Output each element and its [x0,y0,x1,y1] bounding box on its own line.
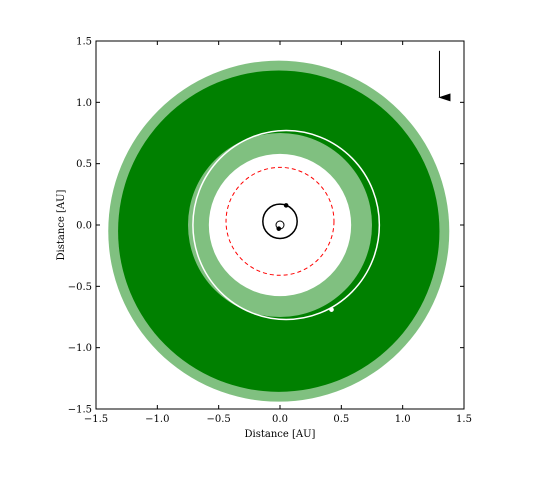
x-tick-label-2: −0.5 [207,414,231,425]
x-tick-label-5: 1.0 [395,414,411,425]
y-tick-label-1: −1.0 [68,343,92,354]
y-tick-label-4: 0.5 [76,159,92,170]
y-tick-label-0: −1.5 [68,405,92,416]
zones-layer [108,60,450,402]
x-tick-label-3: 0.0 [272,414,288,425]
y-tick-label-6: 1.5 [76,37,92,48]
orbit-0 [192,129,381,321]
ticks-layer: −1.5 −1.0 −0.5 0.0 0.5 1.0 1.5 −1.5 −1.0 −0.5 0.0 0… [68,37,472,426]
orbit-2 [262,203,298,240]
x-tick-label-4: 0.5 [333,414,349,425]
planet-point-1 [329,307,334,312]
planet-point-2 [283,203,289,208]
orbit-1 [225,166,335,276]
planet-point-3 [276,226,282,231]
x-tick-label-6: 1.5 [456,414,472,425]
y-axis-title: Distance [AU] [56,189,67,260]
x-tick-label-0: −1.5 [84,414,108,425]
y-tick-label-2: −0.5 [68,282,92,293]
x-axis-title: Distance [AU] [245,429,316,440]
orbits-layer [192,129,381,321]
x-tick-label-1: −1.0 [145,414,169,425]
zone-3 [208,153,352,297]
y-tick-label-5: 1.0 [76,98,92,109]
points-layer [275,203,334,312]
y-tick-label-3: 0.0 [76,221,92,232]
